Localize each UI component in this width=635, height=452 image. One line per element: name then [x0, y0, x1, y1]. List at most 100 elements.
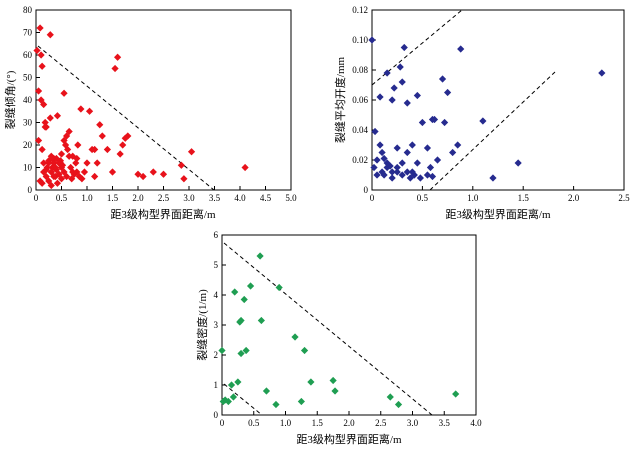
dip-angle-y-tick-label: 30 [23, 118, 33, 128]
density-y-tick-label: 5 [214, 260, 219, 270]
dip-angle-data-point [83, 159, 91, 167]
dip-angle-y-tick-label: 40 [23, 95, 33, 105]
aperture-data-point [413, 91, 421, 100]
dip-angle-x-tick-label: 1.0 [81, 193, 93, 203]
dip-angle-data-point [34, 136, 43, 145]
dip-angle-x-tick-label: 5.0 [285, 193, 297, 203]
density-x-tick-label: 1.0 [280, 418, 292, 428]
density-data-point [272, 400, 280, 409]
aperture-data-point [388, 96, 396, 104]
aperture-data-point [413, 159, 421, 167]
density-data-point [227, 381, 236, 389]
aperture-data-point [454, 141, 462, 149]
aperture-data-point [408, 141, 416, 149]
density-lower-envelope-line [223, 383, 263, 416]
dip-angle-x-tick-label: 3.5 [209, 193, 221, 203]
density-y-tick-label: 2 [214, 350, 219, 360]
dip-angle-data-point [108, 168, 117, 176]
dip-angle-data-point [116, 150, 124, 158]
dip-angle-y-tick-label: 50 [23, 73, 33, 83]
dip-angle-data-point [96, 121, 104, 129]
aperture-plot-frame [371, 9, 625, 191]
aperture-data-point [383, 69, 391, 77]
density-y-tick-label: 4 [214, 290, 219, 300]
dip-angle-data-point [80, 168, 89, 176]
density-data-point [256, 252, 264, 260]
dip-angle-x-tick-label: 0 [34, 193, 39, 203]
aperture-x-axis-title: 距3级构型界面距离/m [445, 207, 551, 221]
density-data-point [307, 378, 315, 386]
aperture-data-point [423, 144, 432, 152]
dip-angle-x-tick-label: 3.0 [183, 193, 195, 203]
aperture-data-point [396, 63, 404, 71]
dip-angle-data-point [119, 141, 127, 149]
aperture-data-point [393, 163, 401, 172]
aperture-data-point [368, 36, 376, 44]
aperture-data-point [371, 127, 379, 136]
dip-angle-x-tick-label: 2.5 [158, 193, 170, 203]
aperture-x-tick-label: 2.0 [568, 193, 580, 203]
aperture-data-point [418, 118, 426, 127]
density-x-tick-label: 1.5 [312, 418, 324, 428]
density-chart: 距3级构型界面距离/m 裂缝密度/(1/m) 0 0.5 1.0 1.5 2.0 2.5 3… [195, 230, 482, 446]
dip-angle-data-point [47, 168, 55, 176]
density-data-point [237, 349, 245, 358]
aperture-data-point [440, 118, 449, 127]
dip-angle-data-point [114, 53, 122, 61]
dip-angle-x-tick-label: 1.5 [107, 193, 119, 203]
aperture-data-point [398, 78, 406, 86]
dip-angle-data-point [38, 62, 46, 70]
dip-angle-data-point [42, 166, 50, 174]
dip-angle-data-point [73, 168, 81, 176]
dip-angle-data-point [70, 170, 78, 178]
aperture-data-point [388, 168, 396, 176]
dip-angle-data-point [36, 24, 44, 32]
dip-angle-data-point [69, 168, 77, 176]
density-y-tick-label: 1 [214, 380, 219, 390]
dip-angle-data-point [37, 51, 45, 59]
aperture-y-tick-label: 0.04 [352, 125, 368, 135]
density-data-point [300, 346, 309, 355]
dip-angle-data-point [103, 145, 111, 154]
aperture-data-point [406, 174, 414, 182]
aperture-data-point [479, 117, 487, 125]
dip-angle-data-point [38, 145, 46, 154]
density-y-tick-label: 0 [214, 410, 219, 420]
aperture-upper-envelope-line [371, 9, 463, 86]
density-plot-frame [221, 234, 477, 416]
dip-angle-data-point [57, 150, 66, 158]
density-data-point [246, 282, 255, 290]
aperture-data-point [380, 154, 388, 163]
density-x-tick-label: 3.5 [439, 418, 451, 428]
aperture-data-point [514, 159, 522, 167]
dip-angle-data-point [91, 172, 99, 181]
dip-angle-data-point [41, 118, 49, 127]
aperture-data-point [373, 156, 381, 164]
aperture-data-point [438, 75, 447, 83]
aperture-data-point [373, 171, 381, 179]
aperture-x-tick-label: 2.5 [618, 193, 630, 203]
aperture-data-point [433, 156, 442, 164]
aperture-data-point [416, 174, 424, 182]
density-data-point [234, 378, 242, 386]
aperture-data-point [390, 84, 398, 92]
dip-angle-data-point [60, 89, 68, 97]
dip-angle-data-point [47, 181, 55, 190]
dip-angle-y-tick-label: 0 [28, 185, 33, 195]
dip-angle-data-point [64, 145, 72, 154]
aperture-data-point [370, 163, 378, 172]
dip-angle-x-axis-title: 距3级构型界面距离/m [110, 207, 216, 221]
dip-angle-data-point [93, 159, 101, 167]
density-data-point [262, 387, 271, 395]
density-data-point [297, 397, 305, 406]
aperture-data-point [489, 174, 497, 182]
aperture-lower-envelope-line [429, 71, 556, 191]
dip-angle-data-point [85, 107, 94, 115]
density-x-axis-title: 距3级构型界面距离/m [296, 432, 402, 446]
aperture-data-point [403, 99, 411, 107]
dip-angle-data-point [40, 159, 48, 167]
density-y-axis-title: 裂缝密度/(1/m) [195, 289, 209, 361]
dip-angle-data-point [149, 168, 157, 176]
aperture-data-point [444, 88, 452, 97]
